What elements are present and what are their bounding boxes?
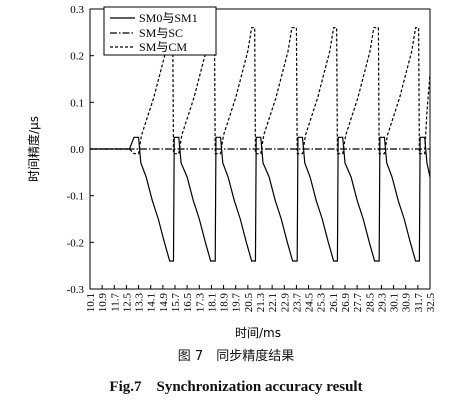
x-tick-label: 22.9 (279, 293, 291, 313)
x-tick-label: 16.5 (182, 293, 194, 313)
x-tick-label: 20.5 (243, 293, 255, 313)
series-lines (90, 27, 431, 262)
x-tick-label: 21.3 (255, 293, 267, 313)
x-tick-label: 10.1 (85, 293, 97, 312)
y-tick-label: 0.2 (70, 51, 84, 63)
x-tick-label: 14.1 (146, 293, 158, 312)
x-tick-label: 28.5 (364, 293, 376, 313)
x-tick-label: 14.9 (158, 293, 170, 313)
x-tick-label: 17.3 (194, 293, 206, 313)
chart: 0.3 0.2 0.1 0.0 -0.1 -0.2 -0.3 10.1 10.9 11.7 12.… (26, 4, 437, 340)
x-tick-label: 27.7 (352, 293, 364, 313)
x-tick-label: 29.3 (376, 293, 388, 313)
y-axis-label: 时间精度/μs (26, 116, 41, 182)
legend-label-sm0-sm1: SM0与SM1 (139, 11, 198, 25)
x-tick-label: 24.5 (304, 293, 316, 313)
x-axis-label: 时间/ms (235, 326, 281, 340)
x-axis-ticks: 10.1 10.9 11.7 12.5 13.3 14.1 14.9 15.7 16.5 17.3… (85, 285, 437, 312)
legend-label-sm-sc: SM与SC (139, 26, 183, 40)
legend-label-sm-cm: SM与CM (139, 40, 187, 54)
y-tick-label: -0.3 (67, 284, 85, 296)
x-tick-label: 30.9 (401, 293, 413, 313)
y-axis-ticks: 0.3 0.2 0.1 0.0 -0.1 -0.2 -0.3 (67, 4, 94, 296)
x-tick-label: 26.9 (340, 293, 352, 313)
x-tick-label: 30.1 (389, 293, 401, 312)
figure-caption-english: Fig.7 Synchronization accuracy result (109, 379, 363, 395)
y-tick-label: 0.0 (70, 144, 84, 156)
x-tick-label: 15.7 (170, 293, 182, 313)
x-tick-label: 22.1 (267, 293, 279, 312)
x-tick-label: 11.7 (109, 293, 121, 312)
x-tick-label: 12.5 (121, 293, 133, 313)
legend: SM0与SM1 SM与SC SM与CM (103, 6, 217, 56)
y-tick-label: 0.3 (70, 4, 84, 16)
x-tick-label: 31.7 (413, 293, 425, 313)
series-line-sm0-sm1 (90, 136, 431, 262)
x-tick-label: 13.3 (134, 293, 146, 313)
x-tick-label: 26.1 (328, 293, 340, 312)
x-tick-label: 23.7 (291, 293, 303, 313)
x-tick-label: 18.1 (206, 293, 218, 312)
series-line-sm-cm (90, 27, 431, 155)
y-tick-label: -0.1 (67, 191, 84, 203)
x-tick-label: 19.7 (231, 293, 243, 313)
x-tick-label: 25.3 (316, 293, 328, 313)
x-tick-label: 10.9 (97, 293, 109, 313)
y-tick-label: -0.2 (67, 237, 84, 249)
figure-caption-chinese: 图 7 同步精度结果 (177, 349, 295, 364)
x-tick-label: 18.9 (219, 293, 231, 313)
y-tick-label: 0.1 (70, 97, 84, 109)
x-tick-label: 32.5 (425, 293, 437, 313)
